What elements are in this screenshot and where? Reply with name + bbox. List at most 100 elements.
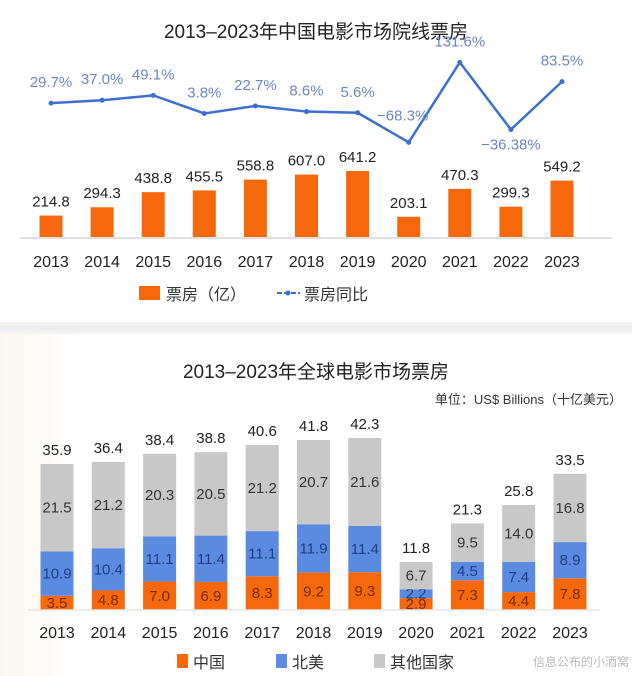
yoy-point: [201, 110, 207, 116]
segment-north-america-2016: [194, 535, 228, 582]
segment-other-2016: [194, 452, 228, 536]
segment-value-label: 11.4: [351, 541, 379, 558]
segment-other-2021: [450, 523, 484, 563]
segment-value-label: 16.8: [555, 500, 584, 517]
segment-other-2018: [297, 440, 330, 525]
segment-other-2019: [348, 438, 382, 526]
x-tick-label: 2014: [84, 254, 120, 271]
x-tick-label: 2020: [391, 254, 427, 271]
bar-value-label: 549.2: [543, 159, 581, 176]
bar-box-office-2021: [448, 188, 472, 238]
total-value-label: 42.3: [350, 416, 379, 433]
segment-china-2019: [348, 572, 382, 610]
chart2-title: 2013–2023年全球电影市场票房: [183, 361, 449, 383]
segment-value-label: 11.1: [248, 546, 276, 563]
segment-value-label: 4.8: [98, 592, 119, 609]
x-tick-label: 2015: [135, 254, 171, 271]
x-tick-label: 2016: [193, 625, 229, 642]
segment-value-label: 9.5: [457, 535, 478, 552]
legend-bar-label: 票房（亿）: [166, 286, 246, 304]
segment-north-america-2020: [399, 589, 433, 599]
segment-value-label: 7.4: [508, 569, 529, 586]
segment-value-label: 10.9: [42, 566, 71, 583]
segment-value-label: 21.2: [248, 480, 277, 497]
segment-value-label: 20.3: [145, 487, 174, 504]
total-value-label: 21.3: [453, 501, 482, 518]
yoy-point: [457, 59, 463, 65]
bar-box-office-2015: [141, 192, 165, 238]
bar-box-office-2014: [90, 207, 114, 238]
segment-value-label: 14.0: [504, 526, 533, 543]
yoy-point: [99, 97, 105, 103]
bar-box-office-2023: [550, 180, 574, 238]
segment-other-2013: [40, 464, 74, 552]
bar-box-office-2020: [397, 216, 421, 238]
segment-north-america-2014: [91, 548, 125, 591]
total-value-label: 11.8: [402, 540, 430, 557]
segment-china-2018: [297, 572, 330, 610]
segment-china-2021: [450, 580, 484, 610]
legend-bar-swatch: [139, 286, 160, 300]
legend-china-label: 中国: [193, 654, 225, 672]
segment-china-2022: [502, 592, 536, 610]
x-tick-label: 2019: [340, 254, 376, 271]
x-tick-label: 2022: [501, 625, 537, 642]
yoy-value-label: 5.6%: [340, 84, 374, 101]
segment-north-america-2021: [450, 562, 484, 581]
segment-value-label: 7.8: [560, 586, 581, 603]
total-value-label: 35.9: [42, 442, 71, 459]
yoy-value-label: 49.1%: [132, 66, 175, 83]
segment-value-label: 8.3: [252, 585, 273, 602]
bar-value-label: 203.1: [390, 195, 428, 212]
x-tick-label: 2020: [398, 625, 434, 642]
bar-value-label: 214.8: [32, 194, 70, 211]
legend-line-label: 票房同比: [304, 286, 368, 304]
bar-box-office-2016: [192, 190, 216, 238]
x-tick-label: 2022: [493, 254, 529, 271]
bar-box-office-2022: [499, 206, 523, 238]
segment-value-label: 2.2: [406, 586, 427, 603]
yoy-point: [508, 127, 514, 133]
x-tick-label: 2021: [450, 625, 486, 642]
segment-china-2015: [143, 581, 177, 610]
yoy-point: [252, 103, 258, 109]
segment-other-2020: [399, 562, 433, 590]
x-tick-label: 2023: [552, 625, 588, 642]
total-value-label: 38.4: [145, 432, 174, 449]
segment-value-label: 6.7: [406, 568, 427, 585]
x-tick-label: 2016: [187, 254, 223, 271]
watermark: 信息公布的小酒窝: [533, 654, 629, 669]
bar-value-label: 558.8: [237, 158, 275, 175]
segment-north-america-2018: [297, 524, 330, 573]
legend-line-marker: [285, 290, 291, 296]
yoy-value-label: −68.3%: [377, 107, 428, 124]
legend-north-america-swatch: [276, 654, 287, 668]
bar-value-label: 438.8: [134, 170, 172, 187]
total-value-label: 36.4: [94, 440, 123, 457]
yoy-value-label: 131.6%: [434, 33, 485, 50]
x-tick-label: 2019: [347, 625, 383, 642]
segment-china-2023: [553, 578, 587, 610]
x-tick-label: 2021: [442, 254, 478, 271]
segment-value-label: 11.1: [146, 551, 174, 568]
segment-china-2016: [194, 581, 228, 610]
segment-value-label: 7.3: [457, 587, 478, 604]
x-tick-label: 2023: [544, 254, 580, 271]
x-tick-label: 2018: [289, 254, 325, 271]
total-value-label: 40.6: [248, 423, 277, 440]
bar-box-office-2018: [295, 174, 318, 238]
segment-china-2020: [399, 598, 433, 610]
bar-value-label: 455.5: [186, 168, 224, 185]
segment-other-2015: [143, 453, 177, 537]
segment-value-label: 4.5: [457, 563, 478, 580]
china-box-office-panel: 2013–2023年中国电影市场院线票房 214.8 294.3 438.8 455.…: [0, 0, 632, 322]
yoy-value-label: −36.38%: [481, 137, 541, 154]
yoy-line: [50, 60, 563, 145]
segment-value-label: 21.6: [350, 474, 379, 491]
segment-china-2014: [91, 590, 125, 610]
x-tick-label: 2015: [142, 625, 178, 642]
chart2-unit-label: 单位：US$ Billions（十亿美元）: [435, 392, 622, 407]
chart2-legend: 中国 北美 其他国家: [177, 654, 454, 672]
legend-china-swatch: [177, 654, 188, 668]
segment-value-label: 2.9: [406, 596, 427, 613]
